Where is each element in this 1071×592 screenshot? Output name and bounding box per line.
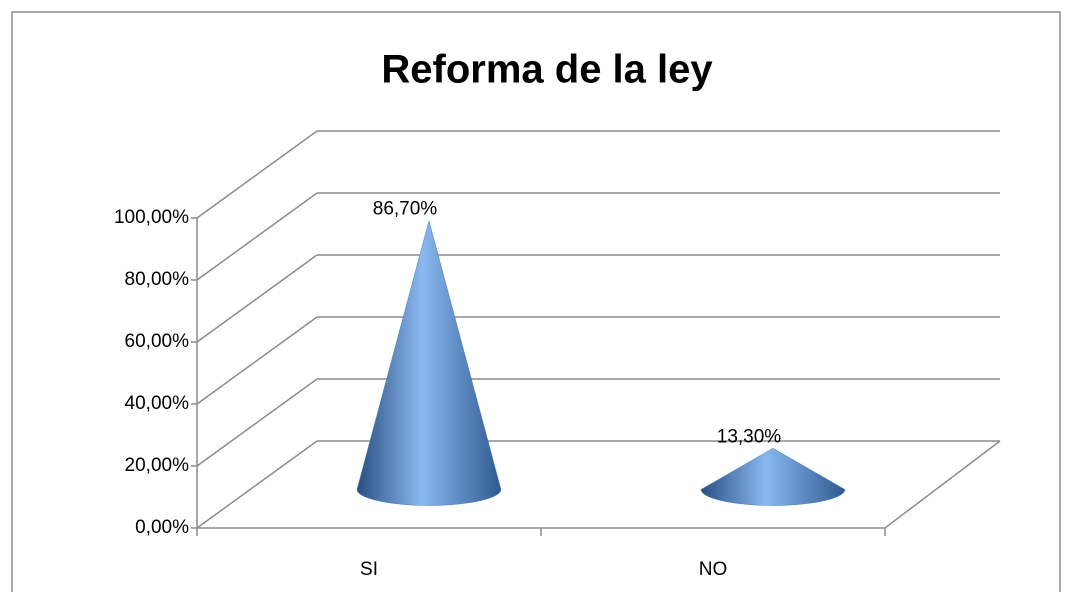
y-tick-label: 80,00%: [125, 269, 190, 290]
chart-border: [11, 11, 1061, 592]
y-tick-label: 100,00%: [114, 207, 189, 228]
y-tick-label: 20,00%: [125, 455, 190, 476]
data-label: 86,70%: [373, 199, 438, 220]
x-tick-label: NO: [699, 559, 728, 580]
chart-title: Reforma de la ley: [381, 48, 713, 92]
floor-edge: [884, 440, 1001, 529]
x-tick-label: SI: [360, 559, 378, 580]
grid-line: [196, 316, 318, 405]
cone: [356, 219, 502, 506]
grid-line: [196, 254, 318, 343]
cone: [700, 447, 846, 506]
y-tick-label: 40,00%: [125, 393, 190, 414]
grid-line: [196, 130, 318, 219]
y-tick-label: 60,00%: [125, 331, 190, 352]
y-tick-label: 0,00%: [135, 517, 189, 538]
grid-line: [196, 440, 318, 529]
grid-line: [196, 378, 318, 467]
data-label: 13,30%: [717, 426, 782, 447]
grid-line: [196, 192, 318, 281]
